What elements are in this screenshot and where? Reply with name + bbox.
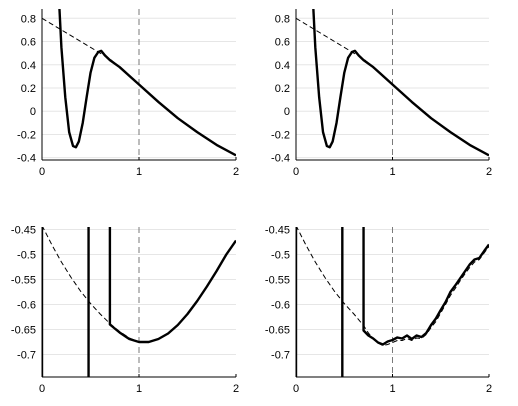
y-tick-label: -0.6: [271, 300, 290, 312]
x-tick-label: 0: [293, 383, 299, 395]
y-tick-label: -0.2: [17, 129, 36, 141]
y-tick-label: 0.8: [275, 13, 290, 25]
series-line-dashed: [296, 17, 489, 156]
y-tick-label: 0.6: [275, 37, 290, 49]
series-line-solid: [312, 9, 489, 157]
x-tick-label: 0: [39, 166, 45, 178]
y-tick-label: 0.6: [21, 37, 36, 49]
x-tick-label: 1: [136, 383, 142, 395]
series-line-solid: [58, 9, 236, 157]
x-tick-label: 1: [389, 383, 395, 395]
y-tick-label: 0.8: [21, 13, 36, 25]
y-tick-label: 0.4: [275, 60, 290, 72]
x-tick-label: 1: [136, 166, 142, 178]
y-tick-label: -0.7: [17, 350, 36, 362]
x-tick-label: 0: [39, 383, 45, 395]
y-tick-label: 0.4: [21, 60, 36, 72]
y-tick-label: -0.4: [17, 153, 36, 165]
y-tick-label: -0.6: [17, 300, 36, 312]
y-tick-label: -0.55: [265, 275, 290, 287]
y-tick-label: -0.45: [265, 225, 290, 237]
panel-top-left: -0.4 -0.2 0 0.2 0.4 0.6 0.8 0 1 2: [17, 9, 239, 178]
y-tick-label: -0.65: [11, 325, 36, 337]
y-tick-label: 0: [30, 106, 36, 118]
y-tick-label: -0.55: [11, 275, 36, 287]
y-tick-label: -0.2: [271, 129, 290, 141]
x-tick-label: 2: [233, 383, 239, 395]
y-tick-label: 0: [284, 106, 290, 118]
y-tick-label: -0.4: [271, 153, 290, 165]
x-tick-label: 2: [233, 166, 239, 178]
series-line-dashed: [42, 227, 236, 343]
x-tick-label: 2: [486, 383, 492, 395]
series-line-solid: [362, 227, 489, 346]
y-tick-label: 0.2: [275, 83, 290, 95]
x-tick-label: 0: [293, 166, 299, 178]
y-tick-label: -0.5: [271, 250, 290, 262]
series-line-dashed: [42, 17, 236, 156]
series-line-solid: [108, 227, 236, 344]
series-line-dashed: [296, 227, 489, 346]
y-tick-label: -0.65: [265, 325, 290, 337]
y-tick-label: -0.7: [271, 350, 290, 362]
y-tick-label: 0.2: [21, 83, 36, 95]
x-tick-label: 2: [486, 166, 492, 178]
panel-bottom-left: -0.7 -0.65 -0.6 -0.55 -0.5 -0.45 0 1 2: [11, 225, 239, 396]
y-tick-label: -0.5: [17, 250, 36, 262]
y-tick-label: -0.45: [11, 225, 36, 237]
panel-bottom-right: -0.7 -0.65 -0.6 -0.55 -0.5 -0.45 0 1 2: [265, 225, 492, 396]
panel-top-right: -0.4 -0.2 0 0.2 0.4 0.6 0.8 0 1 2: [271, 9, 492, 178]
x-tick-label: 1: [389, 166, 395, 178]
